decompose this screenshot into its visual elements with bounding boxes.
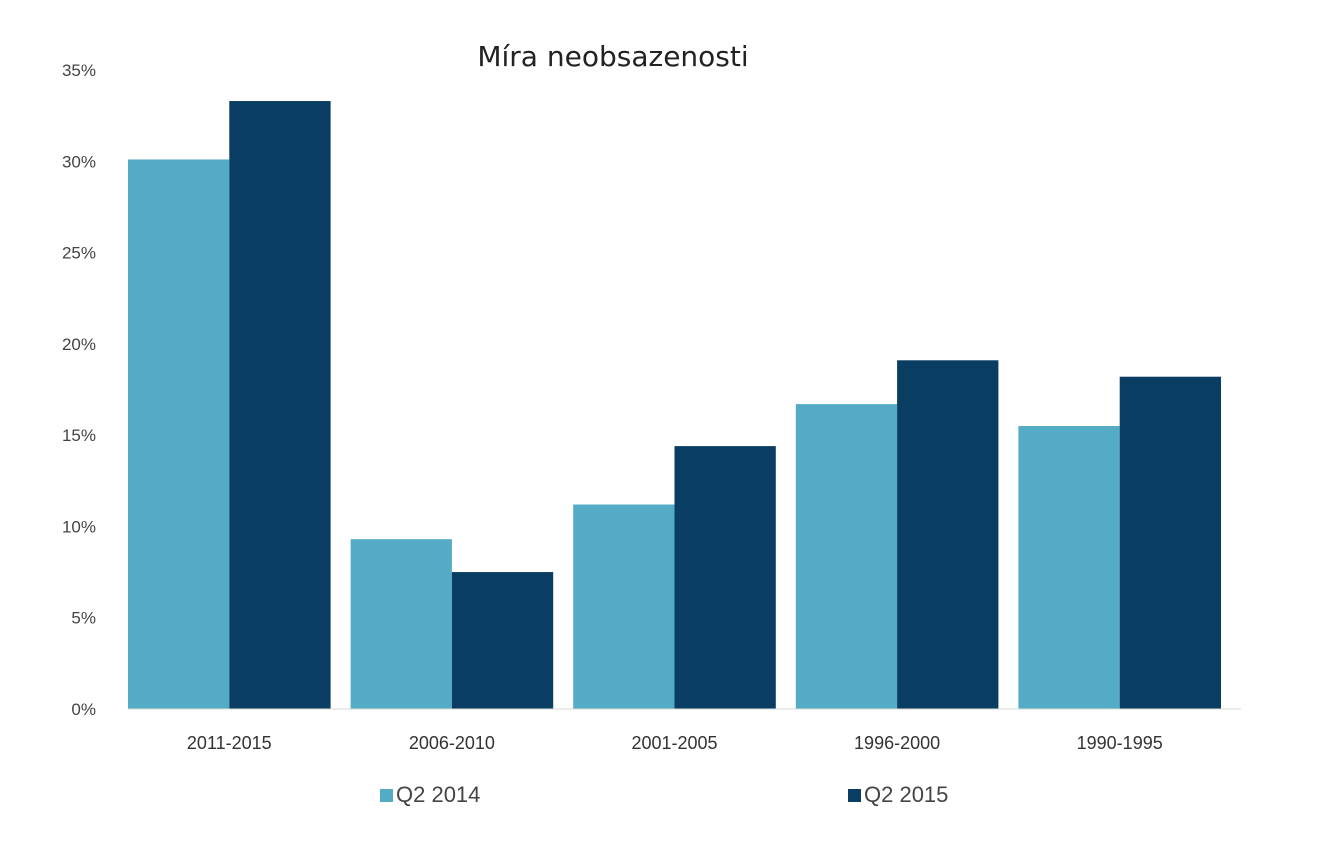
x-axis: 2011-2015 2006-2010 2001-2005 1996-2000 1990… <box>187 733 1163 753</box>
x-tick-label: 1990-1995 <box>1077 733 1163 753</box>
legend-label: Q2 2015 <box>864 782 948 807</box>
bar-series-2 <box>1119 376 1221 709</box>
y-tick-label: 15% <box>62 426 96 445</box>
y-tick-label: 30% <box>62 152 96 171</box>
bar-series-2 <box>451 572 554 709</box>
bar-series-1 <box>573 504 675 709</box>
bar-series-1 <box>128 159 230 709</box>
y-axis: 0% 5% 10% 15% 20% 25% 30% 35% <box>62 61 96 719</box>
y-tick-label: 25% <box>62 244 96 263</box>
y-tick-label: 5% <box>71 609 96 628</box>
bar-series-1 <box>350 539 452 709</box>
legend-swatch <box>848 789 861 802</box>
legend: Q2 2014 Q2 2015 <box>380 782 948 807</box>
x-tick-label: 2011-2015 <box>187 733 272 753</box>
legend-label: Q2 2014 <box>396 782 480 807</box>
bar-series-1 <box>795 404 898 709</box>
bar-series-2 <box>674 446 776 709</box>
y-tick-label: 0% <box>71 700 96 719</box>
legend-swatch <box>380 789 393 802</box>
bar-series-2 <box>897 360 999 709</box>
y-tick-label: 10% <box>62 517 96 536</box>
bar-series-2 <box>229 101 331 710</box>
bars <box>128 101 1221 710</box>
y-tick-label: 35% <box>62 61 96 80</box>
bar-series-1 <box>1018 426 1120 709</box>
x-tick-label: 2001-2005 <box>631 733 717 753</box>
y-tick-label: 20% <box>62 335 96 354</box>
x-tick-label: 1996-2000 <box>854 733 940 753</box>
chart-title: Míra neobsazenosti <box>477 40 748 73</box>
x-tick-label: 2006-2010 <box>409 733 495 753</box>
